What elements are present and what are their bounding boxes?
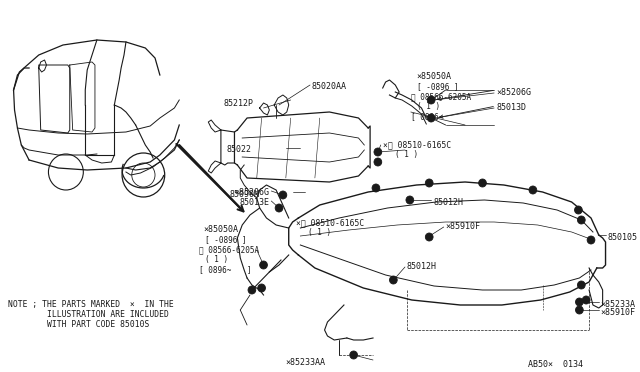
Text: ]: ]: [247, 265, 252, 274]
Circle shape: [426, 179, 433, 187]
Text: ×85050A: ×85050A: [417, 72, 452, 81]
Text: 85013D: 85013D: [496, 103, 526, 112]
Text: [ 0896~: [ 0896~: [198, 265, 231, 274]
Circle shape: [248, 286, 256, 294]
Text: Ⓑ 08566-6205A: Ⓑ 08566-6205A: [198, 245, 259, 254]
Circle shape: [426, 233, 433, 241]
Circle shape: [372, 184, 380, 192]
Text: ×85910F: ×85910F: [445, 222, 481, 231]
Circle shape: [260, 261, 268, 269]
Text: [ -0896 ]: [ -0896 ]: [417, 82, 458, 91]
Text: 85090M: 85090M: [230, 190, 260, 199]
Circle shape: [575, 206, 582, 214]
Circle shape: [279, 191, 287, 199]
Circle shape: [582, 296, 590, 304]
Text: ×Ⓢ 08510-6165C: ×Ⓢ 08510-6165C: [296, 218, 364, 227]
Text: ×Ⓢ 08510-6165C: ×Ⓢ 08510-6165C: [383, 140, 451, 149]
Circle shape: [374, 148, 381, 156]
Text: ×85206G: ×85206G: [496, 88, 531, 97]
Circle shape: [529, 186, 537, 194]
Circle shape: [575, 306, 583, 314]
Circle shape: [587, 236, 595, 244]
Circle shape: [258, 284, 266, 292]
Circle shape: [390, 276, 397, 284]
Text: AB50×  0134: AB50× 0134: [528, 360, 583, 369]
Text: 85212P: 85212P: [224, 99, 254, 108]
Text: ×85233AA: ×85233AA: [286, 358, 326, 367]
Text: 85022: 85022: [227, 145, 252, 154]
Text: ILLUSTRATION ARE INCLUDED: ILLUSTRATION ARE INCLUDED: [8, 310, 168, 319]
Text: ( 1 ): ( 1 ): [308, 228, 332, 237]
Text: [ 0896~: [ 0896~: [411, 112, 443, 121]
Text: 85012H: 85012H: [433, 198, 463, 207]
Text: WITH PART CODE 85010S: WITH PART CODE 85010S: [8, 320, 149, 329]
Text: ×85050A: ×85050A: [204, 225, 239, 234]
Circle shape: [374, 158, 381, 166]
Text: [ -0896 ]: [ -0896 ]: [205, 235, 247, 244]
Circle shape: [428, 96, 435, 104]
Circle shape: [577, 281, 585, 289]
Text: 85013E: 85013E: [239, 198, 269, 207]
Text: 85012H: 85012H: [407, 262, 437, 271]
Text: ( 1 ): ( 1 ): [417, 102, 440, 111]
Circle shape: [575, 298, 583, 306]
Circle shape: [428, 114, 435, 122]
Text: ( 1 ): ( 1 ): [205, 255, 228, 264]
Circle shape: [350, 351, 358, 359]
Text: ×85206G: ×85206G: [234, 188, 269, 197]
Circle shape: [406, 196, 413, 204]
Text: 85020AA: 85020AA: [312, 82, 347, 91]
Circle shape: [577, 216, 585, 224]
Text: 850105: 850105: [607, 233, 637, 242]
Text: ×85910F: ×85910F: [601, 308, 636, 317]
Circle shape: [275, 204, 283, 212]
Circle shape: [479, 179, 486, 187]
Text: Ⓑ 08566-6205A: Ⓑ 08566-6205A: [411, 92, 471, 101]
Text: NOTE ; THE PARTS MARKED  ×  IN THE: NOTE ; THE PARTS MARKED × IN THE: [8, 300, 173, 309]
Text: ×85233A: ×85233A: [601, 300, 636, 309]
Text: ( 1 ): ( 1 ): [396, 150, 419, 159]
